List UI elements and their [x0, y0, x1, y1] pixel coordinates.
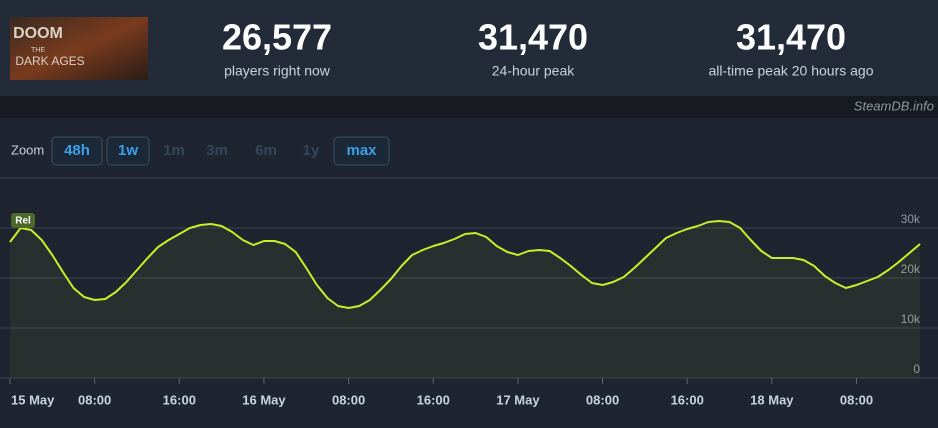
- x-tick-label: 08:00: [840, 392, 873, 407]
- logo-text: DOOM: [13, 25, 63, 42]
- stat-value: 31,470: [736, 17, 846, 58]
- zoom-option[interactable]: 3m: [206, 142, 228, 159]
- y-tick-label: 30k: [901, 212, 921, 226]
- annotation-box: [11, 213, 35, 228]
- x-tick-label: 08:00: [586, 392, 619, 407]
- stat-value: 31,470: [478, 17, 588, 58]
- zoom-label: Zoom: [11, 142, 44, 157]
- header-panel: [0, 0, 938, 96]
- chart-panel: [0, 118, 938, 428]
- zoom-option[interactable]: 1y: [303, 142, 320, 159]
- logo-text: DARK AGES: [15, 54, 84, 68]
- stat-label: players right now: [224, 63, 331, 79]
- x-tick-label: 16:00: [671, 392, 704, 407]
- y-tick-label: 0: [913, 362, 920, 376]
- x-tick-label: 08:00: [78, 392, 111, 407]
- x-tick-label: 18 May: [750, 392, 794, 407]
- stat-label: all-time peak 20 hours ago: [709, 63, 874, 79]
- logo-text: THE: [31, 47, 45, 54]
- y-tick-label: 20k: [901, 262, 921, 276]
- x-tick-label: 16:00: [163, 392, 196, 407]
- annotation: Rel: [15, 216, 31, 227]
- y-tick-label: 10k: [901, 312, 921, 326]
- stat-value: 26,577: [222, 17, 332, 58]
- x-tick-label: 16 May: [242, 392, 286, 407]
- zoom-option[interactable]: 6m: [255, 142, 277, 159]
- zoom-button[interactable]: [333, 136, 390, 166]
- credit: SteamDB.info: [854, 98, 934, 113]
- stat-label: 24-hour peak: [492, 63, 576, 79]
- x-tick-label: 15 May: [11, 392, 55, 407]
- zoom-option[interactable]: 1w: [118, 142, 138, 159]
- x-tick-label: 08:00: [332, 392, 365, 407]
- zoom-option[interactable]: 1m: [163, 142, 185, 159]
- zoom-button[interactable]: [106, 136, 150, 166]
- x-tick-label: 16:00: [417, 392, 450, 407]
- zoom-button[interactable]: [51, 136, 103, 166]
- zoom-option[interactable]: 48h: [64, 142, 90, 159]
- zoom-option[interactable]: max: [346, 142, 377, 159]
- game-logo: [10, 17, 148, 80]
- x-tick-label: 17 May: [496, 392, 540, 407]
- line: [9, 220, 921, 309]
- area-fill: [10, 221, 920, 378]
